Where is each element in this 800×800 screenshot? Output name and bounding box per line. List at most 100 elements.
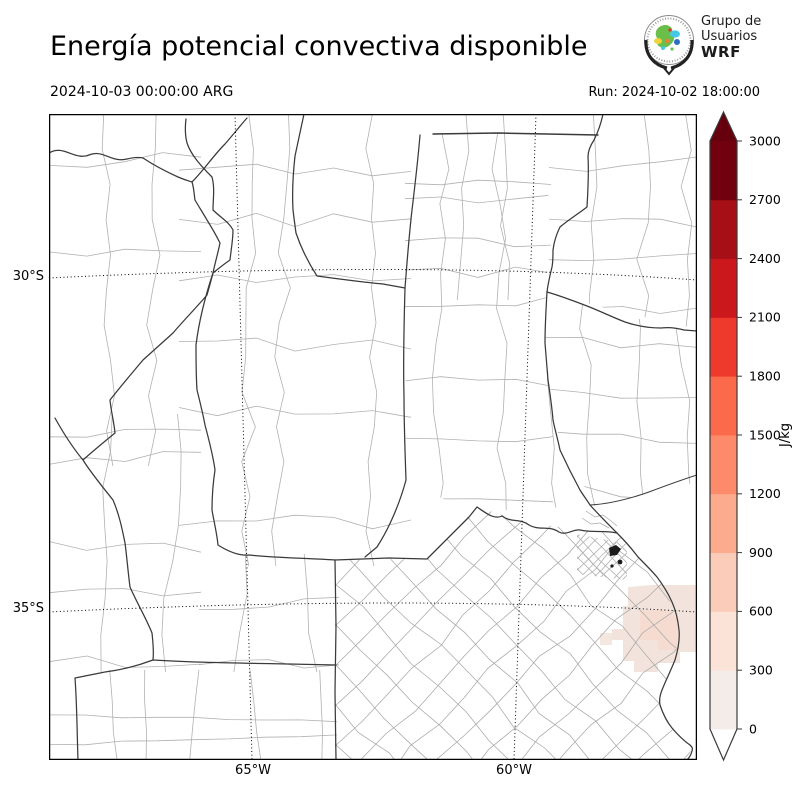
department-boundary-line	[405, 376, 554, 387]
department-boundary-line	[636, 294, 645, 506]
department-boundary-line	[545, 388, 697, 399]
department-mesh	[49, 114, 697, 760]
department-boundary-line	[271, 114, 291, 567]
department-boundary-line	[49, 248, 202, 257]
lat-label-35s: 35°S	[12, 601, 44, 616]
department-boundary-line	[335, 703, 692, 760]
colorbar-tick-label: 900	[749, 545, 773, 560]
department-boundary-line	[577, 552, 627, 580]
department-boundary-line	[577, 534, 627, 580]
department-boundary-line	[161, 413, 182, 673]
department-boundary-line	[319, 669, 323, 760]
graticule-60w	[513, 114, 537, 760]
department-boundary-line	[548, 156, 697, 172]
logo-weather-map	[654, 24, 680, 51]
department-boundary-line	[335, 507, 692, 627]
department-boundary-line	[404, 179, 552, 186]
department-boundary-line	[404, 237, 552, 248]
department-boundary-line	[198, 659, 340, 669]
department-boundary-line	[491, 134, 508, 512]
department-boundary-line	[49, 588, 202, 597]
department-boundary-line	[49, 451, 202, 465]
logo-line1: Grupo de	[701, 14, 762, 29]
colorbar-unit-label: J/kg	[778, 423, 793, 448]
department-boundary-line	[405, 194, 554, 204]
department-boundary-line	[579, 294, 596, 506]
logo-text-ring	[646, 17, 692, 63]
department-boundary-line	[636, 114, 651, 329]
department-boundary-line	[405, 295, 554, 307]
colorbar-tick-label: 1800	[749, 369, 781, 384]
department-boundary-line	[577, 574, 627, 580]
province-borders	[49, 114, 697, 760]
run-time-label: Run: 2024-10-02 18:00:00	[588, 85, 760, 100]
department-boundary-line	[405, 266, 554, 278]
department-boundary-line	[577, 563, 627, 580]
department-boundary-line	[144, 669, 147, 760]
lon-label-60w: 60°W	[496, 763, 532, 778]
department-boundary-line	[335, 507, 692, 760]
department-boundary-line	[335, 507, 692, 707]
colorbar-tick-label: 2700	[749, 192, 781, 207]
department-boundary-line	[335, 743, 692, 760]
wrf-logo-text: Grupo de Usuarios WRF	[701, 14, 762, 61]
department-boundary-line	[335, 507, 692, 760]
department-boundary-line	[49, 655, 202, 668]
department-boundary-line	[335, 543, 692, 760]
department-boundary-line	[335, 663, 692, 760]
colorbar-segment	[710, 376, 737, 436]
department-boundary-line	[49, 734, 338, 746]
logo-line2: Usuarios	[701, 28, 758, 44]
department-boundary-line	[146, 114, 161, 467]
department-boundary-line	[573, 474, 629, 530]
colorbar: 0 300 600 900 1200 1500 1800 2100 2400 2700 3000 J…	[709, 110, 793, 762]
department-boundary-line	[49, 428, 202, 438]
colorbar-segment	[710, 258, 737, 318]
department-boundary-line	[178, 337, 412, 352]
department-boundary-line	[548, 306, 697, 314]
colorbar-tick-label: 300	[749, 663, 773, 678]
department-boundary-line	[335, 703, 692, 760]
colorbar-over-arrow	[710, 112, 737, 141]
department-boundary-line	[545, 337, 697, 349]
colorbar-tick-label: 600	[749, 604, 773, 619]
department-boundary-line	[233, 553, 248, 673]
department-boundary-line	[577, 534, 627, 577]
department-boundary-line	[178, 405, 412, 418]
valid-time-label: 2024-10-03 00:00:00 ARG	[50, 84, 234, 100]
colorbar-segment	[710, 670, 737, 730]
department-boundary-line	[577, 534, 627, 555]
colorbar-tick-label: 2400	[749, 251, 781, 266]
department-boundary-line	[335, 507, 692, 707]
lon-label-65w: 65°W	[235, 763, 271, 778]
department-boundary-line	[577, 561, 627, 580]
colorbar-ticks: 0 300 600 900 1200 1500 1800 2100 2400 2700 3000	[737, 133, 781, 736]
wrf-logo-emblem	[644, 15, 694, 76]
department-boundary-line	[178, 514, 412, 530]
department-boundary-line	[335, 507, 692, 747]
department-boundary-line	[335, 144, 697, 506]
department-boundary-line	[249, 669, 262, 760]
department-boundary-line	[577, 534, 627, 544]
department-boundary-line	[303, 553, 318, 673]
colorbar-tick-label: 1500	[749, 427, 781, 442]
department-boundary-line	[335, 507, 692, 747]
department-boundary-line	[588, 114, 598, 329]
department-boundary-line	[100, 413, 113, 673]
buenos-aires-city-marks	[609, 545, 623, 568]
department-boundary-line	[500, 114, 510, 301]
map-panel	[49, 114, 697, 760]
department-boundary-line	[577, 539, 627, 580]
logo-laurel-wreath	[644, 39, 694, 76]
colorbar-segment	[710, 493, 737, 553]
colorbar-tick-label: 1200	[749, 486, 781, 501]
department-boundary-line	[577, 534, 627, 575]
department-boundary-line	[178, 163, 412, 177]
department-boundary-line	[335, 623, 692, 760]
colorbar-segment	[710, 552, 737, 612]
department-boundary-line	[335, 583, 692, 760]
department-boundary-line	[178, 274, 412, 283]
colorbar-segment	[710, 199, 737, 259]
colorbar-segments	[710, 112, 737, 760]
colorbar-segment	[710, 435, 737, 495]
